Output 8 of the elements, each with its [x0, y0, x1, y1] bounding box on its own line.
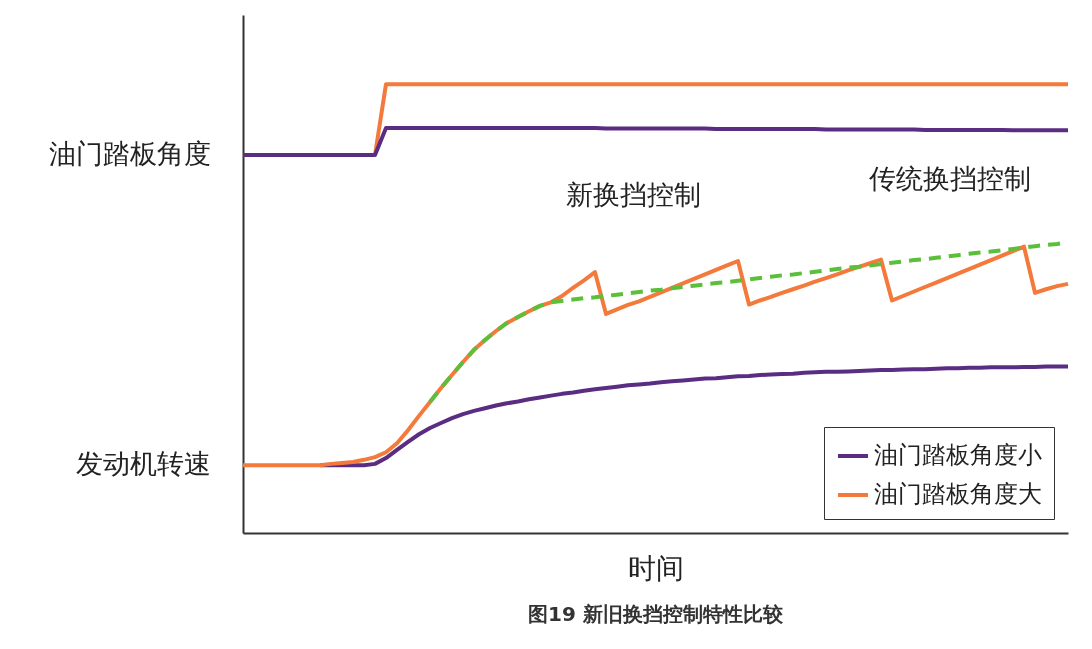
legend-label: 油门踏板角度大	[874, 480, 1042, 508]
text: 发动机转速	[76, 448, 211, 479]
text: 油门踏板角度	[49, 138, 211, 169]
text: 图19 新旧换挡控制特性比较	[528, 602, 784, 626]
legend-label: 油门踏板角度小	[874, 441, 1042, 469]
x-axis-title: 时间	[628, 551, 684, 585]
annotation: 新换挡控制	[565, 179, 701, 210]
annotation: 传统换挡控制	[869, 163, 1031, 194]
